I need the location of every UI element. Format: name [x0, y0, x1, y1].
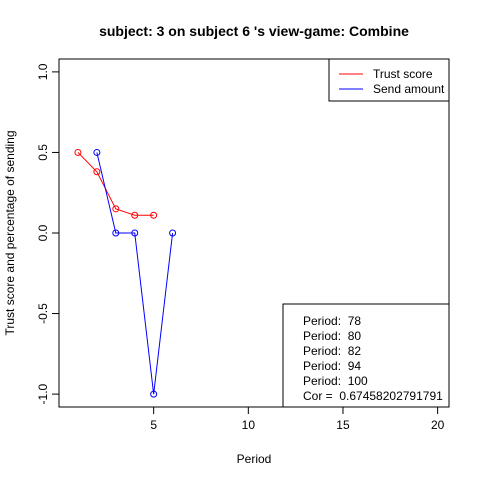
- data-point-send-amount: [93, 148, 101, 156]
- data-point-trust-score: [131, 211, 139, 219]
- data-point-trust-score: [150, 211, 158, 219]
- data-point-send-amount: [150, 390, 158, 398]
- legend-box: [328, 58, 450, 102]
- y-tick-label: 0.5: [36, 144, 50, 161]
- annotation-line: Period: 94: [303, 359, 361, 373]
- chart-title: subject: 3 on subject 6 's view-game: Co…: [99, 23, 409, 39]
- data-point-send-amount: [169, 229, 177, 237]
- x-tick-label: 15: [336, 418, 350, 432]
- annotation-box: [282, 303, 450, 408]
- annotation-line: Period: 82: [303, 344, 361, 358]
- x-axis: 5 10 15 20: [150, 406, 445, 432]
- data-point-send-amount: [131, 229, 139, 237]
- y-axis: -1.0 -0.5 0.0 0.5 1.0: [36, 63, 60, 404]
- annotation-line: Period: 78: [303, 314, 361, 328]
- series-line-trust-score: [77, 152, 154, 216]
- y-tick-label: 1.0: [36, 63, 50, 80]
- x-axis-label: Period: [237, 452, 272, 466]
- annotation-line: Cor = 0.67458202791791: [303, 389, 443, 403]
- x-tick-label: 20: [431, 418, 445, 432]
- annotation-line: Period: 100: [303, 374, 368, 388]
- legend-label-send-amount: Send amount: [373, 82, 445, 96]
- y-tick-label: -1.0: [36, 383, 50, 404]
- annotation-line: Period: 80: [303, 329, 361, 343]
- series-layer: [74, 148, 177, 398]
- data-point-send-amount: [112, 229, 120, 237]
- x-tick-label: 5: [150, 418, 157, 432]
- y-tick-label: 0.0: [36, 224, 50, 241]
- data-point-trust-score: [112, 205, 120, 213]
- x-tick-label: 10: [242, 418, 256, 432]
- data-point-trust-score: [74, 148, 82, 156]
- legend-label-trust-score: Trust score: [373, 67, 433, 81]
- series-line-send-amount: [96, 152, 174, 395]
- y-tick-label: -0.5: [36, 303, 50, 324]
- data-point-trust-score: [93, 168, 101, 176]
- y-axis-label: Trust score and percentage of sending: [3, 130, 17, 335]
